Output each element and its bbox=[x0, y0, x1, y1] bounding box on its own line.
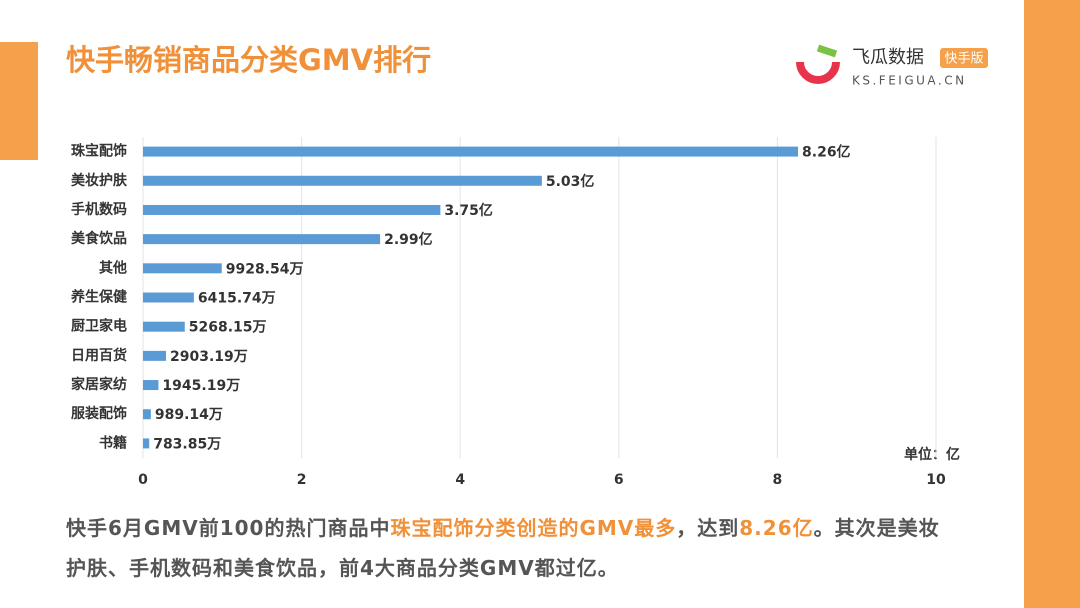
value-label: 5268.15万 bbox=[189, 320, 267, 336]
y-tick-label: 珠宝配饰 bbox=[71, 143, 127, 160]
bar bbox=[143, 438, 150, 449]
y-tick-label: 美妆护肤 bbox=[71, 172, 128, 189]
bar bbox=[143, 380, 159, 391]
x-tick-label: 10 bbox=[926, 472, 946, 488]
bar bbox=[143, 321, 185, 332]
value-label: 8.26亿 bbox=[802, 144, 851, 161]
bar bbox=[143, 292, 194, 303]
value-label: 2903.19万 bbox=[170, 349, 248, 365]
x-tick-label: 6 bbox=[614, 472, 624, 488]
bar bbox=[143, 263, 222, 274]
caption-highlight: 8.26亿 bbox=[739, 516, 814, 540]
y-tick-label: 厨卫家电 bbox=[71, 318, 127, 335]
value-label: 2.99亿 bbox=[384, 231, 433, 248]
decor-right bbox=[1024, 0, 1080, 608]
x-tick-label: 0 bbox=[138, 472, 148, 488]
caption: 快手6月GMV前100的热门商品中珠宝配饰分类创造的GMV最多，达到8.26亿。… bbox=[66, 508, 956, 588]
logo-badge-bg bbox=[940, 48, 988, 68]
y-tick-label: 日用百货 bbox=[71, 347, 127, 364]
y-tick-label: 家居家纺 bbox=[71, 376, 127, 393]
bar bbox=[143, 146, 799, 157]
logo-badge: 快手版 bbox=[944, 52, 983, 67]
x-tick-label: 8 bbox=[773, 472, 783, 488]
bar bbox=[143, 204, 441, 215]
chart-title: 快手畅销商品分类GMV排行 bbox=[66, 43, 431, 77]
y-tick-label: 书籍 bbox=[99, 434, 127, 451]
value-label: 5.03亿 bbox=[546, 173, 595, 190]
bar bbox=[143, 175, 542, 186]
unit-label: 单位：亿 bbox=[904, 446, 960, 463]
logo-url: KS.FEIGUA.CN bbox=[852, 74, 967, 88]
caption-text: 快手6月GMV前100的热门商品中 bbox=[66, 516, 391, 540]
y-tick-label: 美食饮品 bbox=[71, 230, 127, 247]
caption-text: 。其次是美妆护肤、手机数码和美食饮品，前4大商品分类GMV都过亿。 bbox=[66, 516, 940, 580]
y-tick-label: 服装配饰 bbox=[71, 405, 127, 422]
value-label: 783.85万 bbox=[153, 436, 221, 452]
logo-icon bbox=[796, 44, 840, 84]
x-tick-label: 4 bbox=[455, 472, 465, 488]
bar bbox=[143, 234, 381, 245]
y-tick-label: 其他 bbox=[99, 259, 127, 276]
bar bbox=[143, 350, 167, 361]
value-label: 989.14万 bbox=[155, 407, 223, 423]
y-tick-label: 手机数码 bbox=[71, 201, 127, 218]
logo-name: 飞瓜数据 bbox=[852, 47, 924, 68]
value-label: 1945.19万 bbox=[162, 378, 240, 394]
value-label: 6415.74万 bbox=[198, 291, 276, 307]
caption-text: ，达到 bbox=[676, 516, 740, 540]
bar bbox=[143, 409, 151, 420]
value-label: 3.75亿 bbox=[444, 202, 493, 219]
caption-highlight: 珠宝配饰分类创造的GMV最多 bbox=[390, 516, 677, 540]
value-label: 9928.54万 bbox=[226, 261, 304, 277]
y-tick-label: 养生保健 bbox=[70, 289, 127, 306]
decor-left bbox=[0, 42, 38, 160]
x-tick-label: 2 bbox=[297, 472, 307, 488]
